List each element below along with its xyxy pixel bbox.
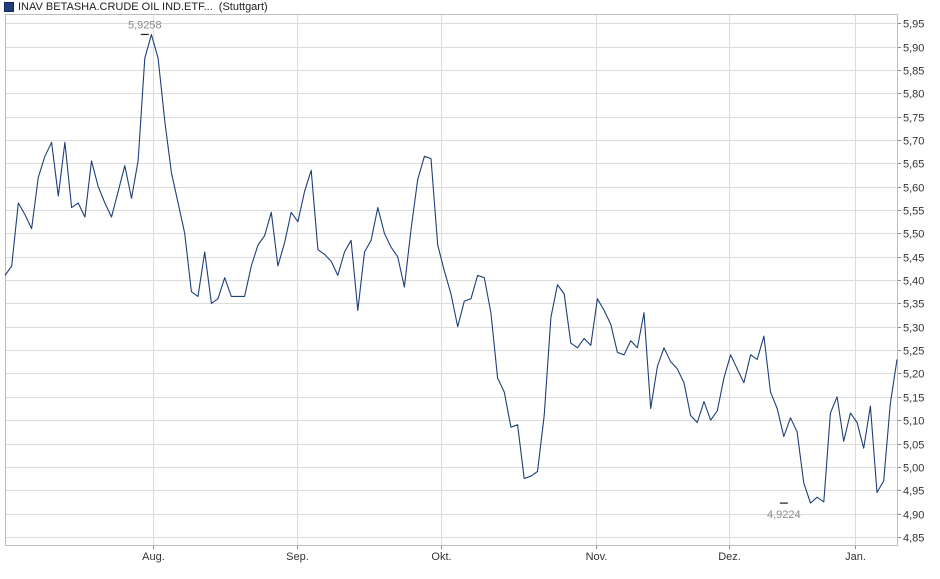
y-tick-label: 5,75: [903, 113, 924, 125]
y-tick-label: 5,90: [903, 43, 924, 55]
y-tick-label: 5,10: [903, 416, 924, 428]
y-tick-label: 5,45: [903, 253, 924, 265]
y-tick-label: 5,40: [903, 276, 924, 288]
y-tick-label: 5,15: [903, 393, 924, 405]
y-axis-ticks: 4,85 4,90 4,95 5,00 5,05 5,10 5,15 5,20 5,25 5,30…: [903, 19, 924, 545]
legend-series-label: INAV BETASHA.CRUDE OIL IND.ETF...: [18, 1, 213, 13]
y-tick-label: 5,25: [903, 346, 924, 358]
x-tick-label: Jan.: [845, 551, 866, 563]
y-tick-label: 4,95: [903, 486, 924, 498]
series-line: [4, 33, 898, 504]
y-tick-label: 5,85: [903, 66, 924, 78]
y-tick-label: 5,55: [903, 206, 924, 218]
y-tick-label: 5,80: [903, 89, 924, 101]
grid: [5, 14, 897, 545]
x-tick-label: Nov.: [586, 551, 608, 563]
x-tick-label: Okt.: [431, 551, 451, 563]
legend-exchange-label: (Stuttgart): [218, 1, 268, 13]
y-tick-label: 5,05: [903, 440, 924, 452]
y-tick-label: 4,85: [903, 533, 924, 545]
annotations: 5,9258 4,9224: [128, 19, 801, 521]
y-tick-label: 5,60: [903, 183, 924, 195]
x-axis-ticks: Aug. Sep. Okt. Nov. Dez. Jan.: [142, 551, 866, 563]
legend: INAV BETASHA.CRUDE OIL IND.ETF... (Stutt…: [4, 1, 268, 13]
x-tick-label: Dez.: [718, 551, 741, 563]
legend-swatch-icon: [4, 2, 14, 12]
y-tick-label: 5,65: [903, 159, 924, 171]
x-tick-label: Aug.: [142, 551, 165, 563]
series-layer: [4, 33, 898, 504]
y-tick-label: 5,95: [903, 19, 924, 31]
x-tick-label: Sep.: [286, 551, 309, 563]
axes: [5, 14, 901, 549]
min-label: 4,9224: [767, 509, 801, 521]
max-label: 5,9258: [128, 19, 162, 31]
y-tick-label: 5,30: [903, 323, 924, 335]
y-tick-label: 5,35: [903, 299, 924, 311]
y-tick-label: 5,70: [903, 136, 924, 148]
y-tick-label: 5,20: [903, 369, 924, 381]
y-tick-label: 5,50: [903, 229, 924, 241]
plot-frame: [5, 14, 898, 546]
y-tick-label: 5,00: [903, 463, 924, 475]
y-tick-label: 4,90: [903, 510, 924, 522]
